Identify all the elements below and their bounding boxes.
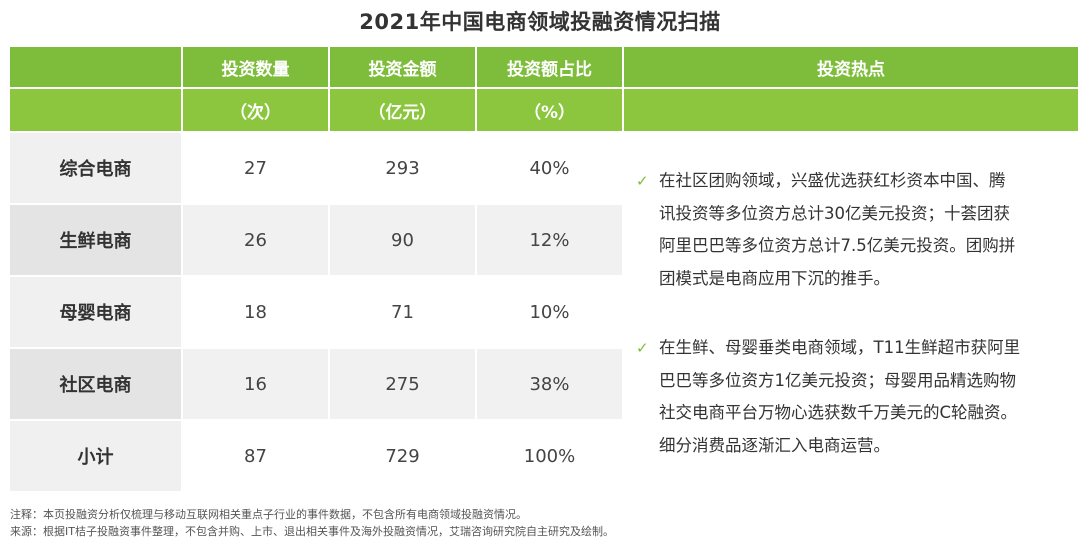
check-icon: ✓ (636, 172, 649, 190)
footnote: 注释：本页投融资分析仅梳理与移动互联网相关重点子行业的事件数据，不包含所有电商领… (10, 508, 527, 521)
header-investment-amount: 投资金额 (330, 47, 475, 87)
check-icon: ✓ (636, 339, 649, 357)
hotspot-line: 细分消费品逐渐汇入电商运营。 (659, 435, 890, 455)
hotspot-block-community: ✓ 在社区团购领域，兴盛优选获红杉资本中国、腾 讯投资等多位资方总计30亿美元投… (636, 165, 1066, 295)
header-investment-count: 投资数量 (183, 47, 328, 87)
cell-share: 38% (477, 349, 622, 419)
header-investment-share: 投资额占比 (477, 47, 622, 87)
cell-share: 12% (477, 205, 622, 275)
header-corner-unit (10, 89, 181, 131)
source-note: 来源：根据IT桔子投融资事件整理，不包含并购、上市、退出相关事件及海外投融资情况… (10, 525, 614, 538)
cell-share: 10% (529, 301, 570, 323)
cell-share: 40% (529, 157, 570, 179)
hotspot-line: 团模式是电商应用下沉的推手。 (659, 268, 890, 288)
row-label-subtotal: 小计 (10, 421, 181, 491)
cell-amount: 275 (330, 349, 475, 419)
header-corner (10, 47, 181, 87)
cell-count: 87 (244, 445, 267, 467)
hotspot-line: 讯投资等多位资方总计30亿美元投资；十荟团获 (659, 203, 1010, 223)
hotspot-line: 在生鲜、母婴垂类电商领域，T11生鲜超市获阿里 (659, 338, 1021, 357)
unit-share: （%） (477, 89, 622, 131)
hotspot-line: 社交电商平台万物心选获数千万美元的C轮融资。 (659, 403, 1018, 422)
hotspot-line: 阿里巴巴等多位资方总计7.5亿美元投资。团购拼 (659, 236, 1016, 255)
cell-amount: 71 (391, 301, 414, 323)
unit-count: （次） (183, 89, 328, 131)
cell-amount: 90 (330, 205, 475, 275)
row-label-community: 社区电商 (10, 349, 181, 419)
cell-count: 26 (183, 205, 328, 275)
unit-hotspot (624, 89, 1078, 131)
row-label-maternal: 母婴电商 (10, 277, 181, 347)
row-label-fresh: 生鲜电商 (10, 205, 181, 275)
cell-count: 27 (244, 157, 267, 179)
cell-count: 18 (244, 301, 267, 323)
page-title: 2021年中国电商领域投融资情况扫描 (359, 10, 721, 34)
cell-count: 16 (183, 349, 328, 419)
hotspot-line: 在社区团购领域，兴盛优选获红杉资本中国、腾 (659, 171, 1006, 190)
cell-amount: 293 (385, 157, 420, 179)
cell-amount: 729 (385, 445, 420, 467)
row-label-comprehensive: 综合电商 (10, 133, 181, 203)
cell-share: 100% (523, 445, 576, 467)
unit-amount: （亿元） (330, 89, 475, 131)
header-investment-hotspot: 投资热点 (624, 47, 1078, 87)
hotspot-line: 巴巴等多位资方1亿美元投资；母婴用品精选购物 (659, 370, 1016, 390)
hotspot-block-fresh-maternal: ✓ 在生鲜、母婴垂类电商领域，T11生鲜超市获阿里 巴巴等多位资方1亿美元投资；… (636, 332, 1066, 462)
